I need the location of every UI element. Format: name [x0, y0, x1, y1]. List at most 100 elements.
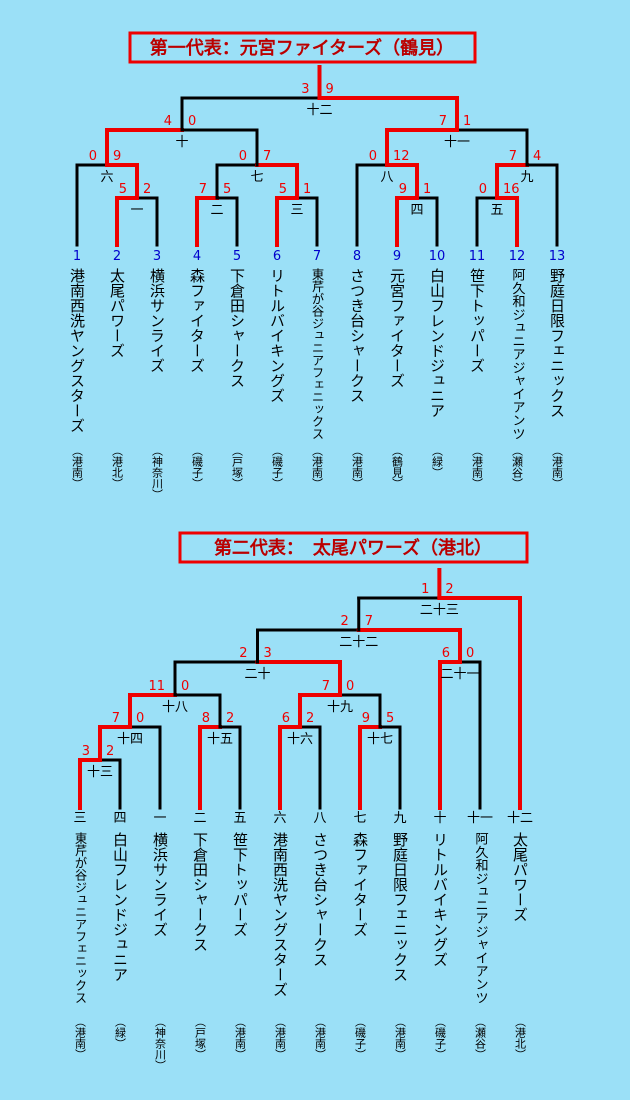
- team-name: 下倉田シャークス: [191, 832, 209, 952]
- team-seed: 八: [313, 811, 326, 826]
- team-seed: 十: [433, 811, 446, 826]
- match-label: 二十二: [339, 635, 378, 650]
- team-seed: 4: [193, 249, 201, 264]
- team-name: 笹下トッパーズ: [468, 268, 486, 373]
- team-area: （神奈川）: [154, 1016, 167, 1071]
- team-area: （瀬谷）: [511, 445, 524, 489]
- match-label: 五: [490, 203, 503, 218]
- team-name: 元宮ファイターズ: [388, 268, 406, 388]
- match-label: 十一: [444, 135, 470, 150]
- match-label: 十六: [287, 732, 313, 747]
- match-label: 八: [380, 170, 393, 185]
- team-name: さつき台シャークス: [348, 268, 366, 403]
- match-label: 十九: [327, 700, 353, 715]
- match-label: 十四: [117, 732, 143, 747]
- score: 0: [136, 711, 144, 726]
- score: 9: [399, 182, 407, 197]
- team-seed: 九: [393, 811, 406, 826]
- score: 2: [239, 646, 247, 661]
- team-seed: 七: [353, 811, 366, 826]
- team-seed: 四: [113, 811, 126, 826]
- team-seed: 5: [233, 249, 241, 264]
- team-area: （磯子）: [354, 1016, 367, 1060]
- score: 7: [365, 614, 373, 629]
- score: 16: [503, 182, 520, 197]
- score: 5: [119, 182, 127, 197]
- team-name: 太尾パワーズ: [511, 832, 529, 922]
- match-label: 十二: [306, 103, 332, 118]
- team-area: （磯子）: [191, 445, 204, 489]
- team-name: さつき台シャークス: [311, 832, 329, 967]
- score: 4: [533, 149, 541, 164]
- score: 1: [421, 582, 429, 597]
- score: 7: [509, 149, 517, 164]
- team-seed: 12: [509, 249, 526, 264]
- score: 6: [282, 711, 290, 726]
- match-label: 二十三: [420, 603, 459, 618]
- team-area: （港南）: [471, 445, 484, 489]
- team-name: 森ファイターズ: [351, 832, 369, 937]
- score: 9: [362, 711, 370, 726]
- team-area: （緑）: [431, 445, 444, 478]
- score: 3: [82, 744, 90, 759]
- team-area: （港南）: [314, 1016, 327, 1060]
- score: 0: [89, 149, 97, 164]
- team-seed: 2: [113, 249, 121, 264]
- score: 0: [181, 679, 189, 694]
- team-area: （戸塚）: [194, 1016, 207, 1060]
- team-name: 横浜サンライズ: [148, 268, 166, 373]
- team-seed: 8: [353, 249, 361, 264]
- team-seed: 7: [313, 249, 321, 264]
- score: 12: [393, 149, 410, 164]
- score: 11: [148, 679, 165, 694]
- title-box: [178, 531, 529, 564]
- score: 2: [143, 182, 151, 197]
- team-seed: 10: [429, 249, 446, 264]
- team-area: （瀬谷）: [474, 1016, 487, 1060]
- team-area: （鶴見）: [391, 445, 404, 489]
- title: 第一代表：元宮ファイターズ（鶴見）: [150, 37, 454, 59]
- title-box: [128, 31, 477, 64]
- score: 6: [442, 646, 450, 661]
- match-label: 四: [410, 203, 423, 218]
- score: 2: [306, 711, 314, 726]
- score: 3: [264, 646, 272, 661]
- team-seed: 三: [73, 811, 86, 826]
- score: 2: [445, 582, 453, 597]
- score: 7: [439, 114, 447, 129]
- match-label: 六: [100, 170, 113, 185]
- match-label: 十五: [207, 732, 233, 747]
- score: 2: [226, 711, 234, 726]
- team-seed: 一: [153, 811, 166, 826]
- team-area: （港南）: [551, 445, 564, 489]
- team-area: （港南）: [351, 445, 364, 489]
- team-area: （港南）: [311, 445, 324, 489]
- team-seed: 3: [153, 249, 161, 264]
- score: 0: [188, 114, 196, 129]
- score: 7: [199, 182, 207, 197]
- score: 5: [279, 182, 287, 197]
- score: 8: [202, 711, 210, 726]
- title: 第二代表： 太尾パワーズ（港北）: [214, 537, 492, 559]
- team-name: 横浜サンライズ: [151, 832, 169, 937]
- team-area: （港北）: [514, 1016, 527, 1060]
- match-label: 二十一: [440, 667, 479, 682]
- score: 7: [112, 711, 120, 726]
- score: 0: [369, 149, 377, 164]
- team-area: （港南）: [74, 1016, 87, 1060]
- team-name: 下倉田シャークス: [228, 268, 246, 388]
- team-area: （港南）: [274, 1016, 287, 1060]
- team-name: 野庭日限フェニックス: [548, 268, 566, 418]
- score: 0: [479, 182, 487, 197]
- score: 9: [113, 149, 121, 164]
- score: 1: [463, 114, 471, 129]
- score: 2: [340, 614, 348, 629]
- score: 9: [326, 82, 334, 97]
- team-name: 東芹が谷ジュニアフェニックス: [73, 832, 87, 1004]
- score: 0: [466, 646, 474, 661]
- team-area: （戸塚）: [231, 445, 244, 489]
- match-label: 二十: [244, 667, 270, 682]
- team-name: 港南西洗ヤングスターズ: [68, 268, 86, 433]
- team-name: 港南西洗ヤングスターズ: [271, 832, 289, 997]
